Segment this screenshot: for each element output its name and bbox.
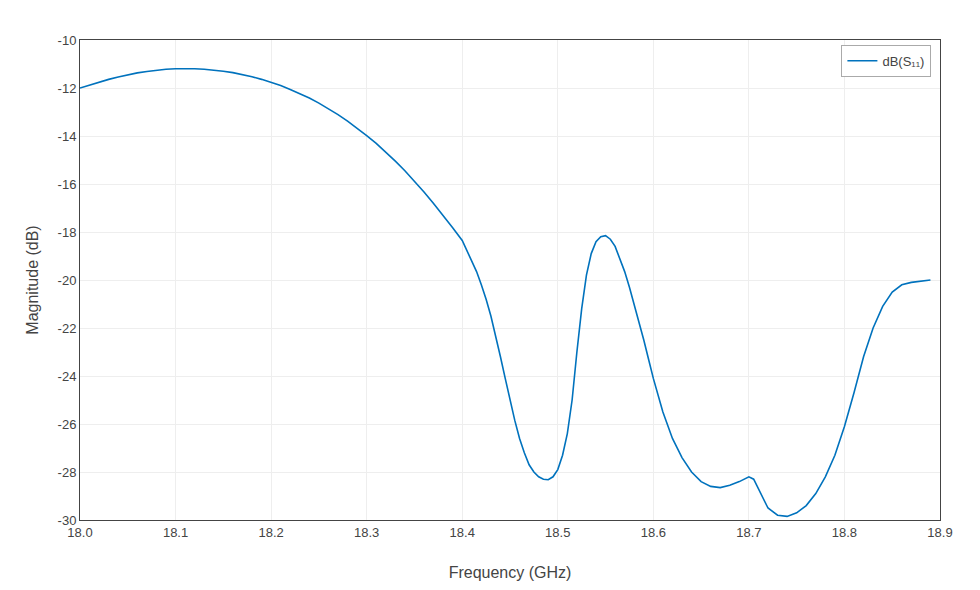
svg-text:18.9: 18.9: [927, 525, 952, 540]
svg-text:Frequency (GHz): Frequency (GHz): [449, 564, 572, 581]
svg-text:-12: -12: [58, 81, 77, 96]
svg-text:-30: -30: [58, 513, 77, 528]
svg-text:18.8: 18.8: [832, 525, 857, 540]
svg-text:-22: -22: [58, 321, 77, 336]
svg-text:18.3: 18.3: [354, 525, 379, 540]
svg-text:-26: -26: [58, 417, 77, 432]
svg-text:-16: -16: [58, 177, 77, 192]
svg-text:18.5: 18.5: [545, 525, 570, 540]
svg-text:18.6: 18.6: [641, 525, 666, 540]
svg-text:18.0: 18.0: [67, 525, 92, 540]
svg-text:18.2: 18.2: [258, 525, 283, 540]
svg-text:-24: -24: [58, 369, 77, 384]
svg-text:18.1: 18.1: [163, 525, 188, 540]
svg-text:-18: -18: [58, 225, 77, 240]
svg-text:Magnitude (dB): Magnitude (dB): [24, 225, 41, 334]
svg-text:-28: -28: [58, 465, 77, 480]
svg-text:18.7: 18.7: [736, 525, 761, 540]
svg-text:-10: -10: [58, 33, 77, 48]
svg-text:dB(S₁₁): dB(S₁₁): [882, 54, 924, 69]
svg-text:-20: -20: [58, 273, 77, 288]
svg-text:-14: -14: [58, 129, 77, 144]
svg-text:18.4: 18.4: [450, 525, 475, 540]
